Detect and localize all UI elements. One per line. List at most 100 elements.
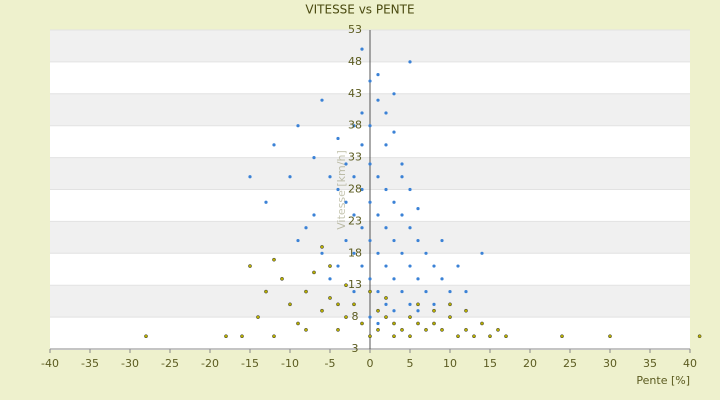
point xyxy=(320,245,324,249)
point xyxy=(416,309,420,313)
point xyxy=(368,334,372,339)
point xyxy=(392,309,396,313)
y-tick-label: 3 xyxy=(352,342,359,355)
point xyxy=(392,277,396,281)
point xyxy=(384,315,388,319)
point xyxy=(408,60,412,64)
point xyxy=(488,334,492,339)
y-tick-label: 23 xyxy=(348,214,362,227)
point xyxy=(248,264,252,268)
point xyxy=(448,315,452,319)
point xyxy=(376,213,380,217)
x-tick-label: 5 xyxy=(407,357,414,370)
point xyxy=(368,289,372,294)
point xyxy=(392,130,396,134)
point xyxy=(320,308,324,313)
x-tick-label: 25 xyxy=(563,357,577,370)
point xyxy=(264,200,268,204)
point xyxy=(400,162,404,166)
point xyxy=(336,328,340,332)
point xyxy=(424,251,428,255)
point xyxy=(344,162,348,166)
point xyxy=(368,315,372,319)
point xyxy=(368,162,372,166)
x-tick-label: 35 xyxy=(643,357,657,370)
x-tick-label: -40 xyxy=(41,357,59,370)
x-tick-label: -30 xyxy=(121,357,139,370)
point xyxy=(296,238,300,243)
point xyxy=(360,47,364,51)
point xyxy=(496,328,500,332)
point xyxy=(288,302,292,307)
point xyxy=(352,251,356,255)
point xyxy=(464,308,468,313)
point xyxy=(368,238,372,243)
point xyxy=(336,187,340,192)
point xyxy=(456,334,460,339)
x-tick-label: 0 xyxy=(367,357,374,370)
point xyxy=(608,334,612,339)
point xyxy=(288,175,292,179)
x-tick-label: -25 xyxy=(161,357,179,370)
point xyxy=(392,238,396,243)
point xyxy=(440,238,444,243)
point xyxy=(360,143,364,147)
point xyxy=(352,213,356,217)
point xyxy=(400,289,404,294)
point xyxy=(376,175,380,179)
point xyxy=(408,187,412,192)
x-tick-label: 10 xyxy=(443,357,457,370)
x-tick-label: -10 xyxy=(281,357,299,370)
point xyxy=(416,207,420,211)
point xyxy=(384,226,388,230)
point xyxy=(312,270,316,275)
point xyxy=(424,328,428,332)
point xyxy=(392,334,396,339)
point xyxy=(320,251,324,255)
point xyxy=(480,321,484,326)
point xyxy=(384,264,388,268)
y-tick-label: 18 xyxy=(348,246,362,259)
point xyxy=(264,289,268,294)
point xyxy=(344,200,348,204)
point xyxy=(472,334,476,339)
point xyxy=(304,289,308,294)
point xyxy=(432,264,436,268)
x-tick-label: -20 xyxy=(201,357,219,370)
point xyxy=(400,213,404,217)
y-tick-label: 53 xyxy=(348,23,362,36)
point xyxy=(312,156,316,160)
point xyxy=(328,175,332,179)
point xyxy=(440,328,444,332)
y-tick-label: 43 xyxy=(348,87,362,100)
point xyxy=(376,308,380,313)
point xyxy=(376,73,380,77)
point xyxy=(336,264,340,268)
point xyxy=(464,289,468,294)
point xyxy=(352,289,356,294)
y-tick-label: 28 xyxy=(348,183,362,196)
point xyxy=(392,321,396,326)
point xyxy=(328,264,332,268)
point xyxy=(296,321,300,326)
point xyxy=(368,277,372,281)
point xyxy=(408,264,412,268)
x-tick-label: 20 xyxy=(523,357,537,370)
point xyxy=(456,264,460,268)
point xyxy=(360,264,364,268)
point xyxy=(360,226,364,230)
point xyxy=(272,334,276,339)
y-tick-label: 48 xyxy=(348,55,362,68)
point xyxy=(256,315,260,319)
point xyxy=(448,302,452,307)
point xyxy=(432,302,436,306)
point xyxy=(697,334,702,339)
point xyxy=(280,276,284,281)
point xyxy=(304,328,308,332)
point xyxy=(432,308,436,313)
point xyxy=(344,238,348,243)
point xyxy=(336,136,340,141)
point xyxy=(368,200,372,204)
y-tick-label: 13 xyxy=(348,278,362,291)
